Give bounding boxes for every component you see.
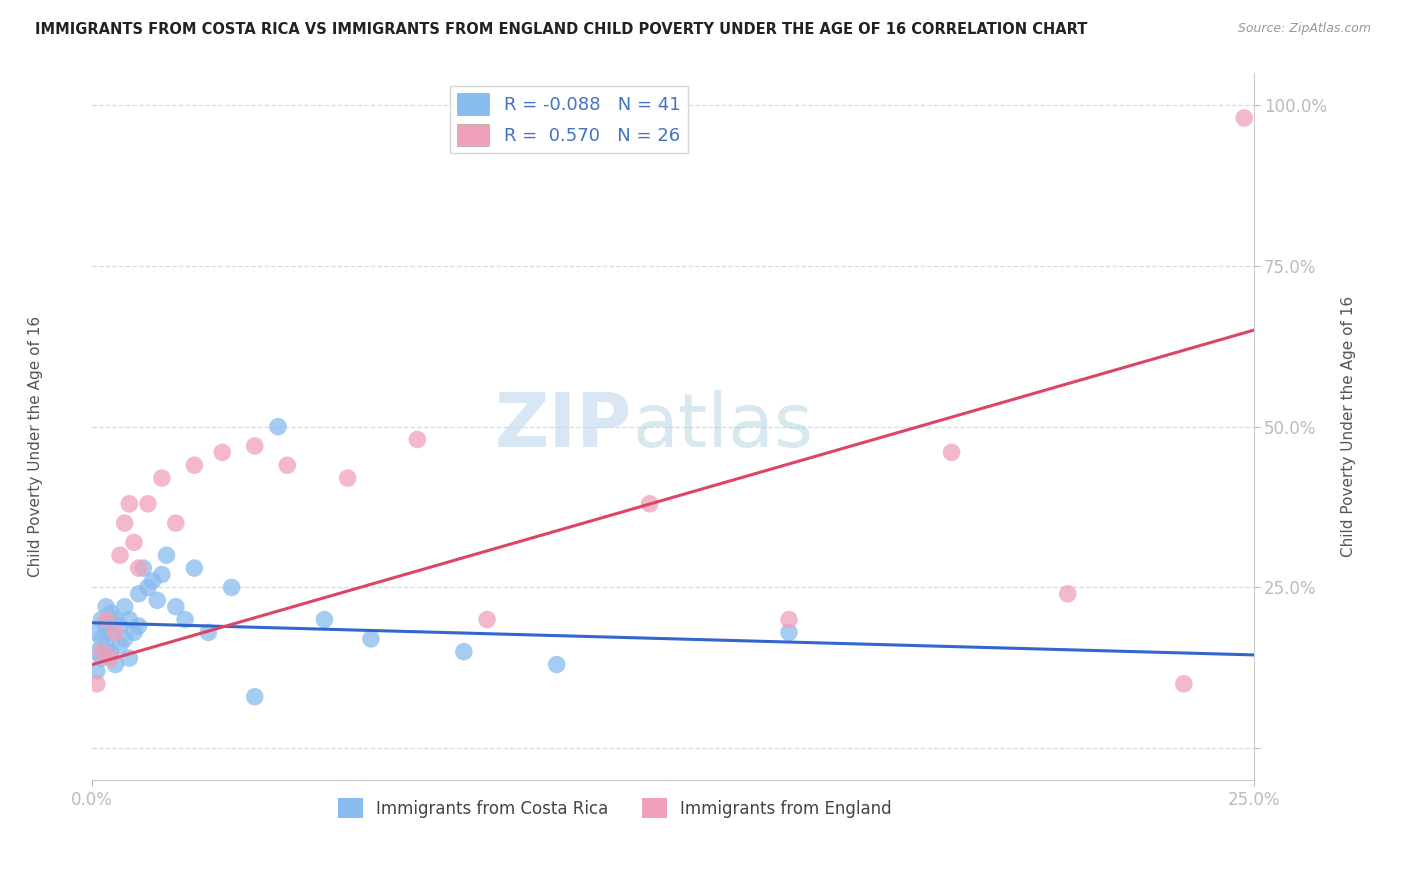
Point: [638, 497, 661, 511]
Point: [86, 677, 108, 691]
Point: [243, 439, 266, 453]
Point: [1233, 111, 1256, 125]
Text: Source: ZipAtlas.com: Source: ZipAtlas.com: [1237, 22, 1371, 36]
Point: [108, 619, 131, 633]
Point: [165, 516, 187, 530]
Point: [118, 497, 141, 511]
Point: [183, 458, 205, 473]
Point: [86, 664, 108, 678]
Point: [118, 651, 141, 665]
Legend: Immigrants from Costa Rica, Immigrants from England: Immigrants from Costa Rica, Immigrants f…: [332, 791, 898, 825]
Point: [128, 587, 150, 601]
Point: [1173, 677, 1195, 691]
Point: [941, 445, 963, 459]
Point: [100, 651, 122, 665]
Y-axis label: Child Poverty Under the Age of 16: Child Poverty Under the Age of 16: [1341, 296, 1355, 558]
Point: [314, 613, 336, 627]
Point: [94, 613, 117, 627]
Point: [475, 613, 498, 627]
Point: [165, 599, 187, 614]
Point: [267, 419, 290, 434]
Point: [211, 445, 233, 459]
Point: [142, 574, 165, 588]
Point: [94, 619, 117, 633]
Point: [100, 645, 122, 659]
Point: [174, 613, 197, 627]
Point: [221, 581, 243, 595]
Point: [118, 613, 141, 627]
Point: [94, 599, 117, 614]
Point: [243, 690, 266, 704]
Point: [122, 625, 145, 640]
Point: [150, 471, 173, 485]
Text: IMMIGRANTS FROM COSTA RICA VS IMMIGRANTS FROM ENGLAND CHILD POVERTY UNDER THE AG: IMMIGRANTS FROM COSTA RICA VS IMMIGRANTS…: [35, 22, 1087, 37]
Point: [778, 613, 800, 627]
Point: [150, 567, 173, 582]
Point: [183, 561, 205, 575]
Point: [86, 645, 108, 659]
Point: [453, 645, 475, 659]
Text: atlas: atlas: [633, 390, 813, 463]
Point: [114, 599, 136, 614]
Point: [108, 548, 131, 562]
Point: [114, 632, 136, 646]
Point: [778, 625, 800, 640]
Point: [136, 497, 159, 511]
Point: [100, 606, 122, 620]
Point: [90, 613, 112, 627]
Text: ZIP: ZIP: [495, 390, 633, 463]
Point: [1056, 587, 1078, 601]
Point: [90, 632, 112, 646]
Point: [406, 433, 429, 447]
Point: [128, 561, 150, 575]
Text: Child Poverty Under the Age of 16: Child Poverty Under the Age of 16: [28, 316, 42, 576]
Point: [122, 535, 145, 549]
Point: [546, 657, 568, 672]
Point: [90, 651, 112, 665]
Point: [276, 458, 298, 473]
Point: [104, 625, 127, 640]
Point: [90, 645, 112, 659]
Point: [155, 548, 177, 562]
Point: [136, 581, 159, 595]
Point: [100, 625, 122, 640]
Point: [86, 625, 108, 640]
Point: [197, 625, 219, 640]
Point: [146, 593, 169, 607]
Point: [336, 471, 359, 485]
Point: [114, 516, 136, 530]
Point: [132, 561, 155, 575]
Point: [104, 657, 127, 672]
Point: [360, 632, 382, 646]
Point: [104, 613, 127, 627]
Point: [94, 638, 117, 652]
Point: [108, 638, 131, 652]
Point: [128, 619, 150, 633]
